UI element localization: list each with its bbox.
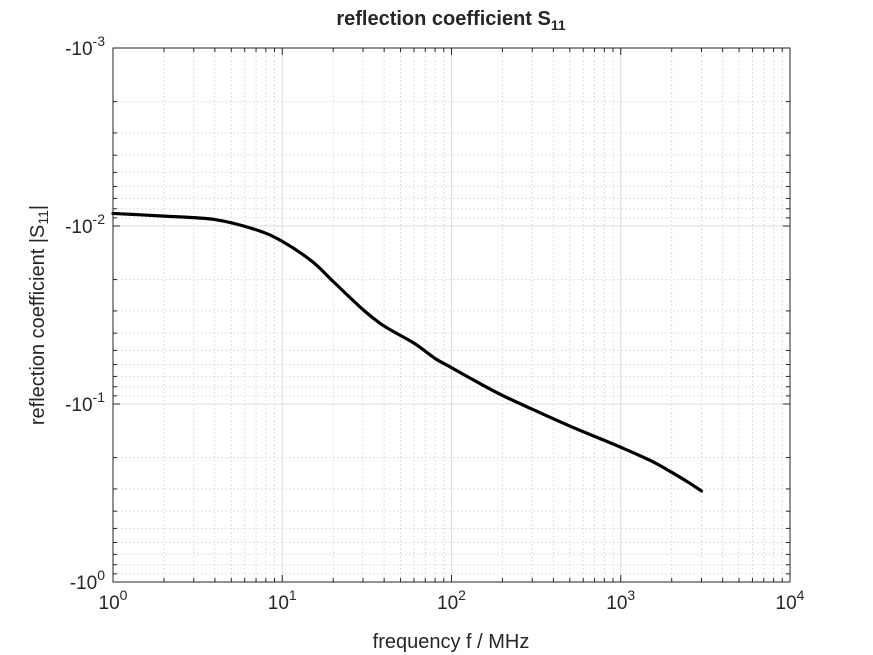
axis-ticks [112,47,791,583]
y-axis-label: reflection coefficient |S11| [27,205,51,425]
y-axis-label-main: reflection coefficient |S [27,225,49,426]
y-tick-label-exponent: -2 [93,211,106,227]
x-tick-label-exponent: 1 [289,587,297,603]
x-tick-label-exponent: 0 [120,587,128,603]
curve-layer [111,211,704,493]
y-tick-label-base: -10 [65,395,92,416]
y-tick-label-exponent: -1 [93,389,106,405]
x-axis-label: frequency f / MHz [373,631,530,653]
y-tick-label-base: -10 [65,217,92,238]
y-axis-label-end: | [27,205,49,210]
y-tick-labels: -10-3-10-2-10-1-100 [65,33,105,594]
y-tick-label: -10-3 [65,33,105,60]
x-tick-label: 102 [437,587,466,614]
x-tick-label-base: 10 [268,593,289,614]
x-tick-label: 100 [99,587,128,614]
x-tick-label-base: 10 [606,593,627,614]
x-tick-label: 103 [606,587,635,614]
y-tick-label: -100 [70,567,105,594]
x-tick-label-base: 10 [776,593,797,614]
x-tick-label-exponent: 3 [627,587,635,603]
x-tick-label-base: 10 [99,593,120,614]
chart-title-main: reflection coefficient S [336,8,551,30]
x-tick-label: 101 [268,587,297,614]
y-axis-label-subscript: 11 [35,210,51,225]
chart-title: reflection coefficient S11 [336,8,566,33]
x-tick-label: 104 [776,587,805,614]
y-tick-label-exponent: -3 [93,33,106,49]
y-tick-label-base: -10 [70,573,97,594]
y-tick-label: -10-2 [65,211,105,238]
y-tick-label: -10-1 [65,389,105,416]
y-tick-label-exponent: 0 [97,567,105,583]
x-tick-label-exponent: 2 [458,587,466,603]
s11-curve [111,211,704,493]
x-tick-labels: 100 101 102 103 104 [99,587,805,614]
chart-title-subscript: 11 [551,17,566,33]
x-tick-label-base: 10 [437,593,458,614]
y-tick-label-base: -10 [65,39,92,60]
x-tick-label-exponent: 4 [797,587,805,603]
minor-grid [113,48,790,582]
